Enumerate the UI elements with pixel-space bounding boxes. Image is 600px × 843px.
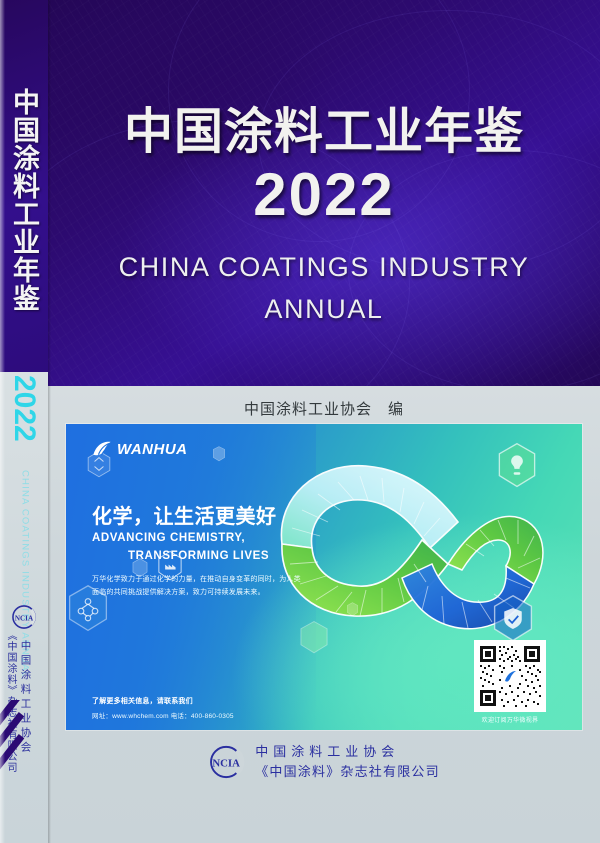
factory-icon — [156, 550, 184, 587]
page-title-year: 2022 — [253, 161, 395, 228]
wanhua-leaf-icon — [92, 440, 112, 458]
ad-body-text: 万华化学致力于通过化学的力量，在推动自身变革的同时，为人类面临的共同挑战提供解决… — [92, 576, 301, 596]
spine-edge-highlight — [0, 0, 5, 843]
hex-tiny-icon — [346, 602, 359, 622]
cover-upper-panel — [48, 0, 600, 452]
publisher-text: 中国涂料工业协会 《中国涂料》杂志社有限公司 — [255, 742, 440, 781]
publisher-line1: 中国涂料工业协会 — [255, 744, 400, 759]
qr-code-block[interactable]: 欢迎订阅万华微视界 — [474, 640, 546, 724]
infinity-hexagon-loop-graphic — [262, 436, 562, 666]
ad-slogan-en-line1: ADVANCING CHEMISTRY, — [92, 532, 246, 544]
hex-dot-icon — [212, 446, 226, 467]
spine-decor-stripes — [0, 700, 40, 810]
spine-light-section — [0, 372, 48, 843]
ad-slogan-cn: 化学，让生活更美好 — [92, 506, 277, 528]
page-title-en-line2: ANNUAL — [264, 294, 384, 324]
qr-code-caption: 欢迎订阅万华微视界 — [481, 718, 539, 724]
wanhua-brand-logo: WANHUA — [92, 440, 188, 458]
page-title-en-line1: CHINA COATINGS INDUSTRY — [118, 252, 530, 282]
ad-slogan-en-line2: TRANSFORMING LIVES — [128, 550, 270, 562]
qr-code-image — [474, 640, 546, 712]
editor-credit: 中国涂料工业协会 编 — [243, 401, 404, 418]
wanhua-wordmark: WANHUA — [117, 440, 188, 458]
svg-text:NCIA: NCIA — [15, 614, 34, 622]
advertisement-panel[interactable]: WANHUA 化学，让生活更美好 ADVANCING CHEMISTRY, TR… — [66, 424, 582, 730]
spine-year: 2022 — [8, 375, 41, 442]
spine-dark-section — [0, 0, 48, 372]
spine-org-cn: 中国涂料工业协会 — [19, 640, 32, 756]
ncia-logo-footer: NCIA — [208, 743, 246, 781]
molecule-icon — [66, 584, 110, 638]
ad-contact-title: 了解更多相关信息，请联系我们 — [92, 698, 193, 705]
ncia-logo-spine: NCIA — [11, 604, 37, 630]
page-title-cn: 中国涂料工业年鉴 — [123, 105, 524, 159]
book-spine: 中国涂料工业年鉴 2022 CHINA COATINGS INDUSTRY AN… — [0, 0, 48, 843]
publisher-block: NCIA 中国涂料工业协会 《中国涂料》杂志社有限公司 — [48, 742, 600, 781]
svg-text:NCIA: NCIA — [213, 757, 241, 769]
spine-title-cn: 中国涂料工业年鉴 — [9, 88, 39, 312]
battery-icon — [131, 558, 149, 583]
spine-title-en: CHINA COATINGS INDUSTRY ANNUAL — [19, 470, 31, 679]
recycle-icon — [86, 450, 112, 483]
front-cover: 中国涂料工业年鉴 2022 CHINA COATINGS INDUSTRY AN… — [48, 0, 600, 843]
lightbulb-icon — [496, 442, 538, 494]
publisher-line2: 《中国涂料》杂志社有限公司 — [255, 763, 440, 779]
hex-small-green-icon — [298, 620, 330, 660]
spine-fold-shadow — [48, 0, 51, 843]
ad-contact-detail: 网址：www.whchem.com 电话：400-860-0305 — [92, 713, 234, 720]
